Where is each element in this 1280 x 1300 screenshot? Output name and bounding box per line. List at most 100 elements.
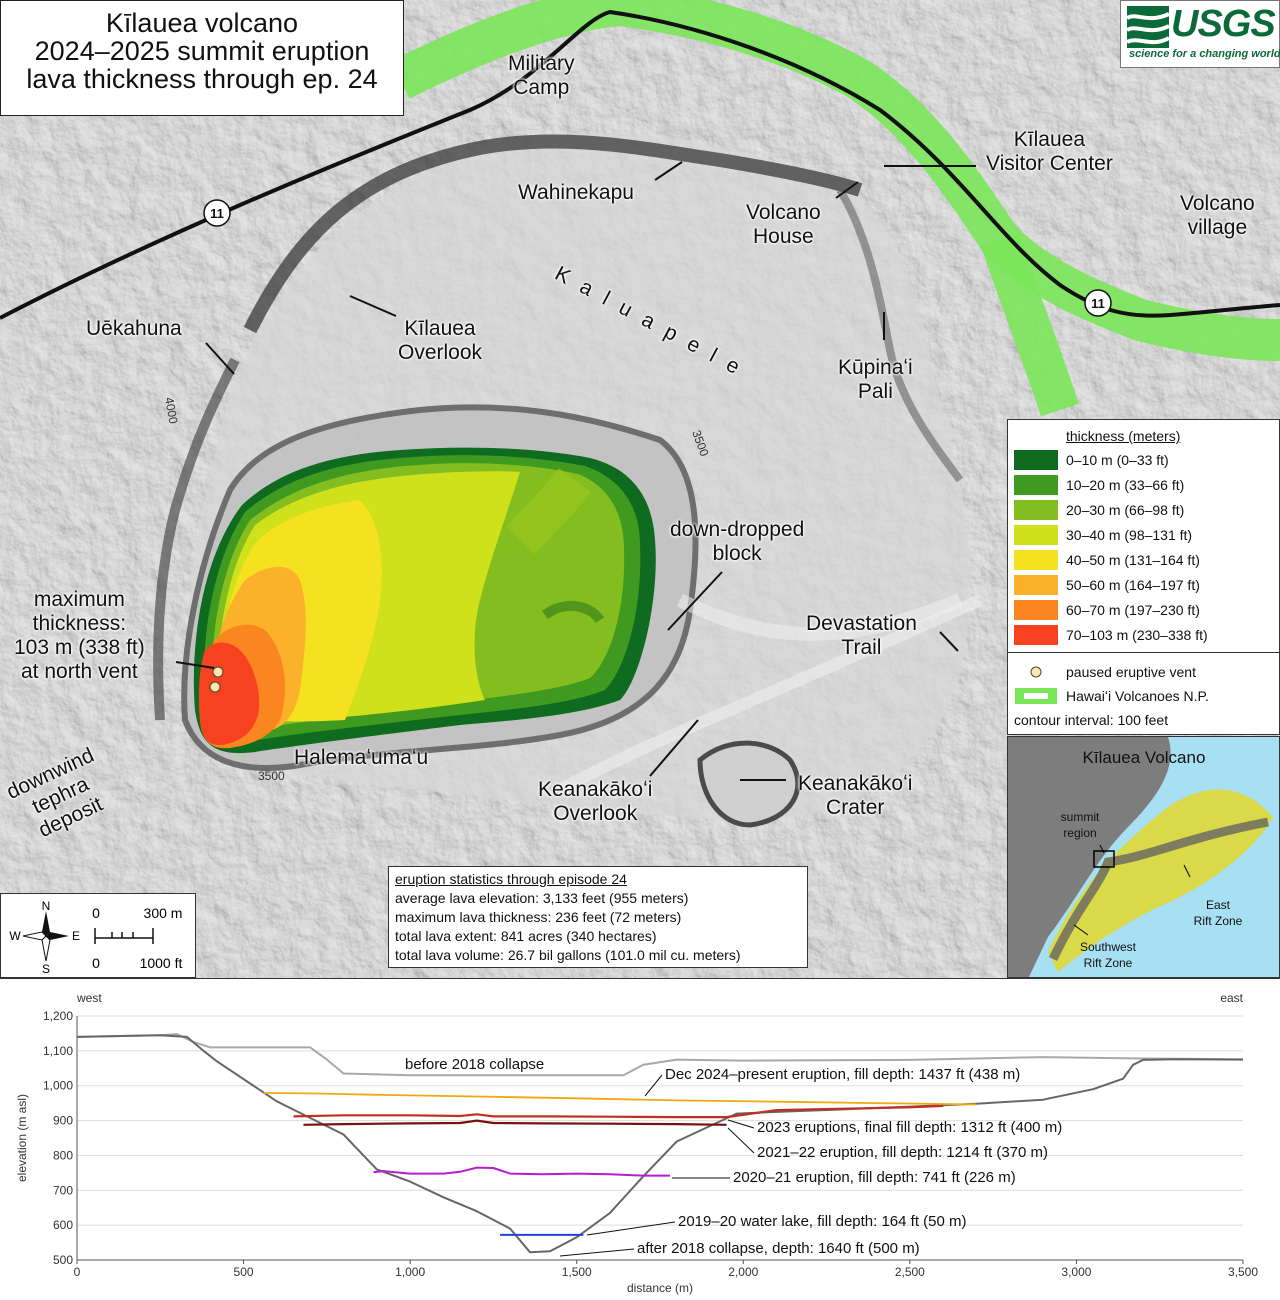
label-military-camp: Military Camp <box>508 52 575 99</box>
scale-svg: N S W E 0 300 m 0 1000 ft <box>9 899 183 976</box>
legend-swatch <box>1014 600 1058 620</box>
legend-swatch <box>1014 475 1058 495</box>
leader-uekahuna <box>205 342 235 375</box>
legend-class-row: 70–103 m (230–338 ft) <box>1014 625 1274 645</box>
park-boundary <box>390 0 1280 361</box>
inset-summit-line2: region <box>1063 826 1096 840</box>
inset-sw-rift-line1: Southwest <box>1080 940 1137 954</box>
legend-class-label: 10–20 m (33–66 ft) <box>1066 477 1185 493</box>
legend-vent-label: paused eruptive vent <box>1066 664 1196 680</box>
legend-class-row: 10–20 m (33–66 ft) <box>1014 475 1274 495</box>
series-annotation: 2019–20 water lake, fill depth: 164 ft (… <box>678 1213 967 1230</box>
x-tick-label: 3,500 <box>1228 1265 1258 1279</box>
inset-summit-box <box>1093 850 1115 868</box>
stats-line-thickness: maximum lava thickness: 236 feet (72 met… <box>395 909 682 925</box>
highway-shield-west <box>203 199 231 227</box>
legend-class-label: 50–60 m (164–197 ft) <box>1066 577 1200 593</box>
series-annotation: before 2018 collapse <box>405 1056 544 1073</box>
legend-header: thickness (meters) <box>1066 428 1181 444</box>
highway-11 <box>0 9 1280 320</box>
label-volcano-house: Volcano House <box>746 201 821 248</box>
legend-class-row: 60–70 m (197–230 ft) <box>1014 600 1274 620</box>
compass-w: W <box>9 929 21 943</box>
map-legend: thickness (meters) 0–10 m (0–33 ft) 10–20… <box>1007 419 1280 735</box>
usgs-tagline: science for a changing world <box>1129 48 1280 60</box>
park-boundary-icon <box>1015 688 1057 704</box>
stats-line-extent: total lava extent: 841 acres (340 hectar… <box>395 928 657 944</box>
caldera-rim <box>243 134 863 334</box>
annotation-leader <box>644 1074 663 1097</box>
legend-class-label: 60–70 m (197–230 ft) <box>1066 602 1200 618</box>
locator-inset-map: Kīlauea Volcano summit region East Rift … <box>1007 736 1280 978</box>
label-wahinekapu: Wahinekapu <box>518 181 634 204</box>
title-line-3: lava thickness through ep. 24 <box>26 64 378 94</box>
eruption-stats-box: eruption statistics through episode 24 a… <box>388 866 808 968</box>
compass-e: E <box>72 929 80 943</box>
label-uekahuna: Uēkahuna <box>86 317 182 340</box>
label-halemaumau: Halemaʻumaʻu <box>294 746 429 769</box>
label-down-dropped-block: down-dropped block <box>670 518 805 565</box>
label-maximum-thickness: maximum thickness: 103 m (338 ft) at nor… <box>14 588 145 683</box>
y-tick-label: 600 <box>53 1218 73 1232</box>
leader-keanakakoi-overlook <box>649 719 699 777</box>
stats-line-elevation: average lava elevation: 3,133 feet (955 … <box>395 890 689 906</box>
leader-volcano-house <box>835 181 859 199</box>
legend-park-row: Hawaiʻi Volcanoes N.P. <box>1014 686 1274 706</box>
x-tick-label: 500 <box>234 1265 254 1279</box>
x-tick-label: 2,500 <box>895 1265 925 1279</box>
series-line <box>293 1104 944 1119</box>
stats-line-volume: total lava volume: 26.7 bil gallons (101… <box>395 947 741 963</box>
title-line-1: Kīlauea volcano <box>105 8 299 38</box>
x-tick-label: 0 <box>74 1265 81 1279</box>
scale-zero-ft: 0 <box>92 955 100 971</box>
corner-label-east: east <box>1220 991 1243 1005</box>
x-tick-label: 1,000 <box>395 1265 425 1279</box>
legend-class-label: 70–103 m (230–338 ft) <box>1066 627 1208 643</box>
label-keanakakoi-overlook: Keanakākoʻi Overlook <box>538 778 653 825</box>
inset-svg: Kīlauea Volcano summit region East Rift … <box>1008 737 1279 977</box>
series-line <box>373 1166 670 1177</box>
legend-class-row: 30–40 m (98–131 ft) <box>1014 525 1274 545</box>
stats-header: eruption statistics through episode 24 <box>395 871 627 887</box>
scale-zero-m: 0 <box>92 905 100 921</box>
x-axis-label: distance (m) <box>627 1281 693 1295</box>
usgs-logo: USGS science for a changing world <box>1120 0 1280 68</box>
inset-east-rift-line2: Rift Zone <box>1194 914 1243 928</box>
leader-overlook <box>349 295 397 317</box>
label-keanakakoi-crater: Keanakākoʻi Crater <box>798 772 913 819</box>
label-kilauea-overlook: Kīlauea Overlook <box>398 317 483 364</box>
usgs-wordmark: USGS <box>1171 3 1276 45</box>
series-line <box>76 1033 1244 1077</box>
label-kilauea-visitor-center: Kīlauea Visitor Center <box>986 128 1113 175</box>
y-axis-label: elevation (m asl) <box>15 1094 29 1182</box>
vent-icon <box>1030 666 1042 678</box>
series-annotation: after 2018 collapse, depth: 1640 ft (500… <box>637 1240 920 1257</box>
title-line-2: 2024–2025 summit eruption <box>34 36 370 66</box>
legend-class-label: 20–30 m (66–98 ft) <box>1066 502 1185 518</box>
leader-wahinekapu <box>654 161 683 181</box>
highway-number-west: 11 <box>210 206 224 221</box>
x-tick-label: 2,000 <box>728 1265 758 1279</box>
vent-south <box>209 681 221 693</box>
legend-class-label: 30–40 m (98–131 ft) <box>1066 527 1193 543</box>
usgs-wave-icon <box>1127 6 1169 48</box>
contour-label-4000: 4000 <box>162 396 180 425</box>
highway-shield-east <box>1084 289 1112 317</box>
legend-swatch <box>1014 450 1058 470</box>
y-tick-label: 1,200 <box>43 1009 73 1023</box>
compass-n: N <box>42 899 51 913</box>
scale-1000ft: 1000 ft <box>140 955 183 971</box>
annotation-leader <box>559 1248 635 1257</box>
legend-swatch <box>1014 550 1058 570</box>
legend-class-label: 0–10 m (0–33 ft) <box>1066 452 1169 468</box>
inset-title: Kīlauea Volcano <box>1083 748 1206 767</box>
legend-class-row: 40–50 m (131–164 ft) <box>1014 550 1274 570</box>
series-annotation: 2021–22 eruption, fill depth: 1214 ft (3… <box>757 1144 1048 1161</box>
y-tick-label: 1,100 <box>43 1044 73 1058</box>
label-kupinai-pali: Kūpinaʻi Pali <box>838 356 913 403</box>
inset-east-rift-line1: East <box>1206 898 1231 912</box>
legend-class-row: 50–60 m (164–197 ft) <box>1014 575 1274 595</box>
inset-sw-rift-line2: Rift Zone <box>1084 956 1133 970</box>
legend-park-label: Hawaiʻi Volcanoes N.P. <box>1066 688 1209 704</box>
